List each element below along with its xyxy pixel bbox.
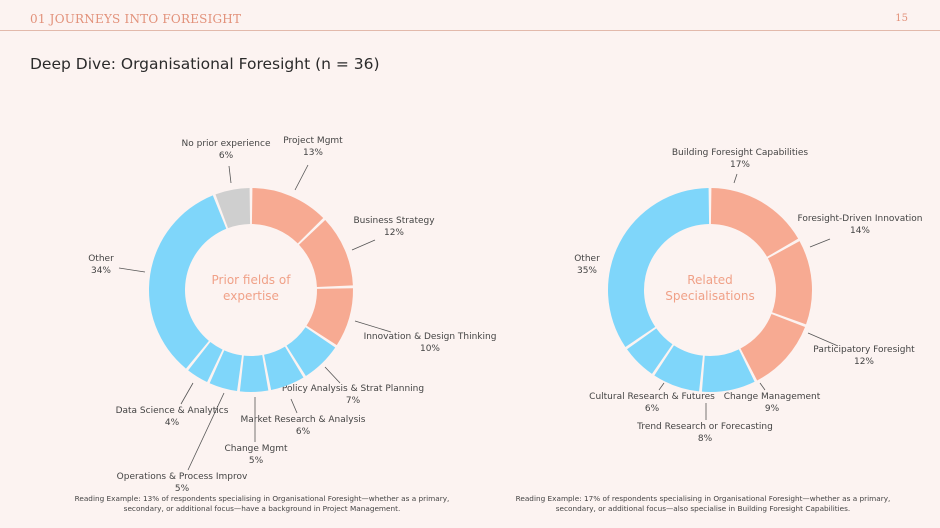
leader-line bbox=[809, 238, 831, 248]
slice-label-participatory-foresight: Participatory Foresight bbox=[813, 345, 915, 355]
slice-value-change-management: 9% bbox=[765, 404, 780, 414]
slice-label-building-foresight-capabilities: Building Foresight Capabilities bbox=[672, 148, 809, 158]
page-title: Deep Dive: Organisational Foresight (n =… bbox=[30, 55, 380, 73]
slice-value-other: 35% bbox=[577, 266, 597, 276]
slice-label-market-research-analysis: Market Research & Analysis bbox=[241, 415, 366, 425]
slice-value-innovation-design-thinking: 10% bbox=[420, 344, 440, 354]
page-number: 15 bbox=[895, 13, 908, 24]
slice-change-mgmt bbox=[239, 355, 269, 393]
donut-chart-1: Project Mgmt 13% Business Strategy 12% Innov… bbox=[88, 136, 496, 494]
footnote-right: Reading Example: 17% of respondents spec… bbox=[515, 494, 891, 513]
slice-innovation-design-thinking bbox=[306, 288, 353, 346]
slice-value-no-prior-experience: 6% bbox=[219, 151, 234, 161]
slice-foresight-driven-innovation bbox=[767, 241, 812, 325]
slice-other bbox=[608, 188, 710, 347]
slice-label-change-mgmt: Change Mgmt bbox=[224, 444, 288, 454]
leader-line bbox=[180, 382, 194, 405]
slice-label-other: Other bbox=[88, 254, 114, 264]
slice-value-trend-research-or-forecasting: 8% bbox=[698, 434, 713, 444]
slice-value-business-strategy: 12% bbox=[384, 228, 404, 238]
slice-value-cultural-research-futures: 6% bbox=[645, 404, 660, 414]
leader-line bbox=[759, 382, 766, 391]
slice-label-project-mgmt: Project Mgmt bbox=[283, 136, 343, 146]
leader-line bbox=[351, 239, 376, 251]
slice-policy-analysis-strat-planning bbox=[286, 327, 336, 376]
center-label: Related bbox=[687, 273, 733, 287]
slice-label-trend-research-or-forecasting: Trend Research or Forecasting bbox=[636, 422, 773, 432]
slice-value-building-foresight-capabilities: 17% bbox=[730, 160, 750, 170]
slice-other bbox=[148, 195, 227, 369]
leader-line bbox=[324, 366, 341, 384]
leader-line bbox=[187, 392, 225, 471]
slice-label-innovation-design-thinking: Innovation & Design Thinking bbox=[364, 332, 497, 342]
slice-project-mgmt bbox=[251, 188, 324, 244]
slice-value-participatory-foresight: 12% bbox=[854, 357, 874, 367]
slice-cultural-research-futures bbox=[627, 328, 673, 374]
leader-line bbox=[118, 267, 146, 273]
slice-trend-research-or-forecasting bbox=[654, 345, 703, 392]
slice-label-cultural-research-futures: Cultural Research & Futures bbox=[589, 392, 715, 402]
leader-line bbox=[228, 165, 232, 184]
slice-label-business-strategy: Business Strategy bbox=[353, 216, 435, 226]
center-label: expertise bbox=[223, 289, 279, 303]
section-title: 01 JOURNEYS INTO FORESIGHT bbox=[30, 12, 242, 26]
footnote-left: Reading Example: 13% of respondents spec… bbox=[74, 494, 450, 513]
slice-business-strategy bbox=[299, 220, 353, 288]
slice-label-no-prior-experience: No prior experience bbox=[182, 139, 271, 149]
leader-line bbox=[294, 164, 309, 191]
slice-building-foresight-capabilities bbox=[710, 188, 799, 257]
donut-chart-2: Building Foresight Capabilities 17% Foresi… bbox=[574, 148, 922, 444]
slice-label-change-management: Change Management bbox=[724, 392, 821, 402]
slice-operations-process-improv bbox=[209, 350, 242, 392]
center-label: Prior fields of bbox=[212, 273, 292, 287]
slice-label-policy-analysis-strat-planning: Policy Analysis & Strat Planning bbox=[282, 384, 424, 394]
slice-label-other: Other bbox=[574, 254, 600, 264]
slice-label-foresight-driven-innovation: Foresight-Driven Innovation bbox=[798, 214, 923, 224]
leader-line bbox=[807, 332, 839, 347]
slice-data-science-analytics bbox=[188, 341, 223, 383]
slice-value-operations-process-improv: 5% bbox=[175, 484, 190, 494]
slice-value-data-science-analytics: 4% bbox=[165, 418, 180, 428]
slice-change-management bbox=[701, 349, 755, 392]
slice-value-market-research-analysis: 6% bbox=[296, 427, 311, 437]
leader-line bbox=[733, 173, 738, 184]
slice-no-prior-experience bbox=[215, 188, 251, 229]
slice-label-operations-process-improv: Operations & Process Improv bbox=[117, 472, 248, 482]
slice-value-foresight-driven-innovation: 14% bbox=[850, 226, 870, 236]
leader-line bbox=[658, 382, 665, 391]
slice-value-policy-analysis-strat-planning: 7% bbox=[346, 396, 361, 406]
slice-value-project-mgmt: 13% bbox=[303, 148, 323, 158]
center-label: Specialisations bbox=[665, 289, 754, 303]
slice-market-research-analysis bbox=[264, 346, 304, 390]
slice-value-other: 34% bbox=[91, 266, 111, 276]
leader-line bbox=[354, 320, 392, 333]
slice-label-data-science-analytics: Data Science & Analytics bbox=[116, 406, 229, 416]
leader-line bbox=[290, 398, 298, 414]
slice-value-change-mgmt: 5% bbox=[249, 456, 264, 466]
header-bar: 01 JOURNEYS INTO FORESIGHT 15 bbox=[0, 0, 940, 31]
slice-participatory-foresight bbox=[740, 313, 806, 381]
